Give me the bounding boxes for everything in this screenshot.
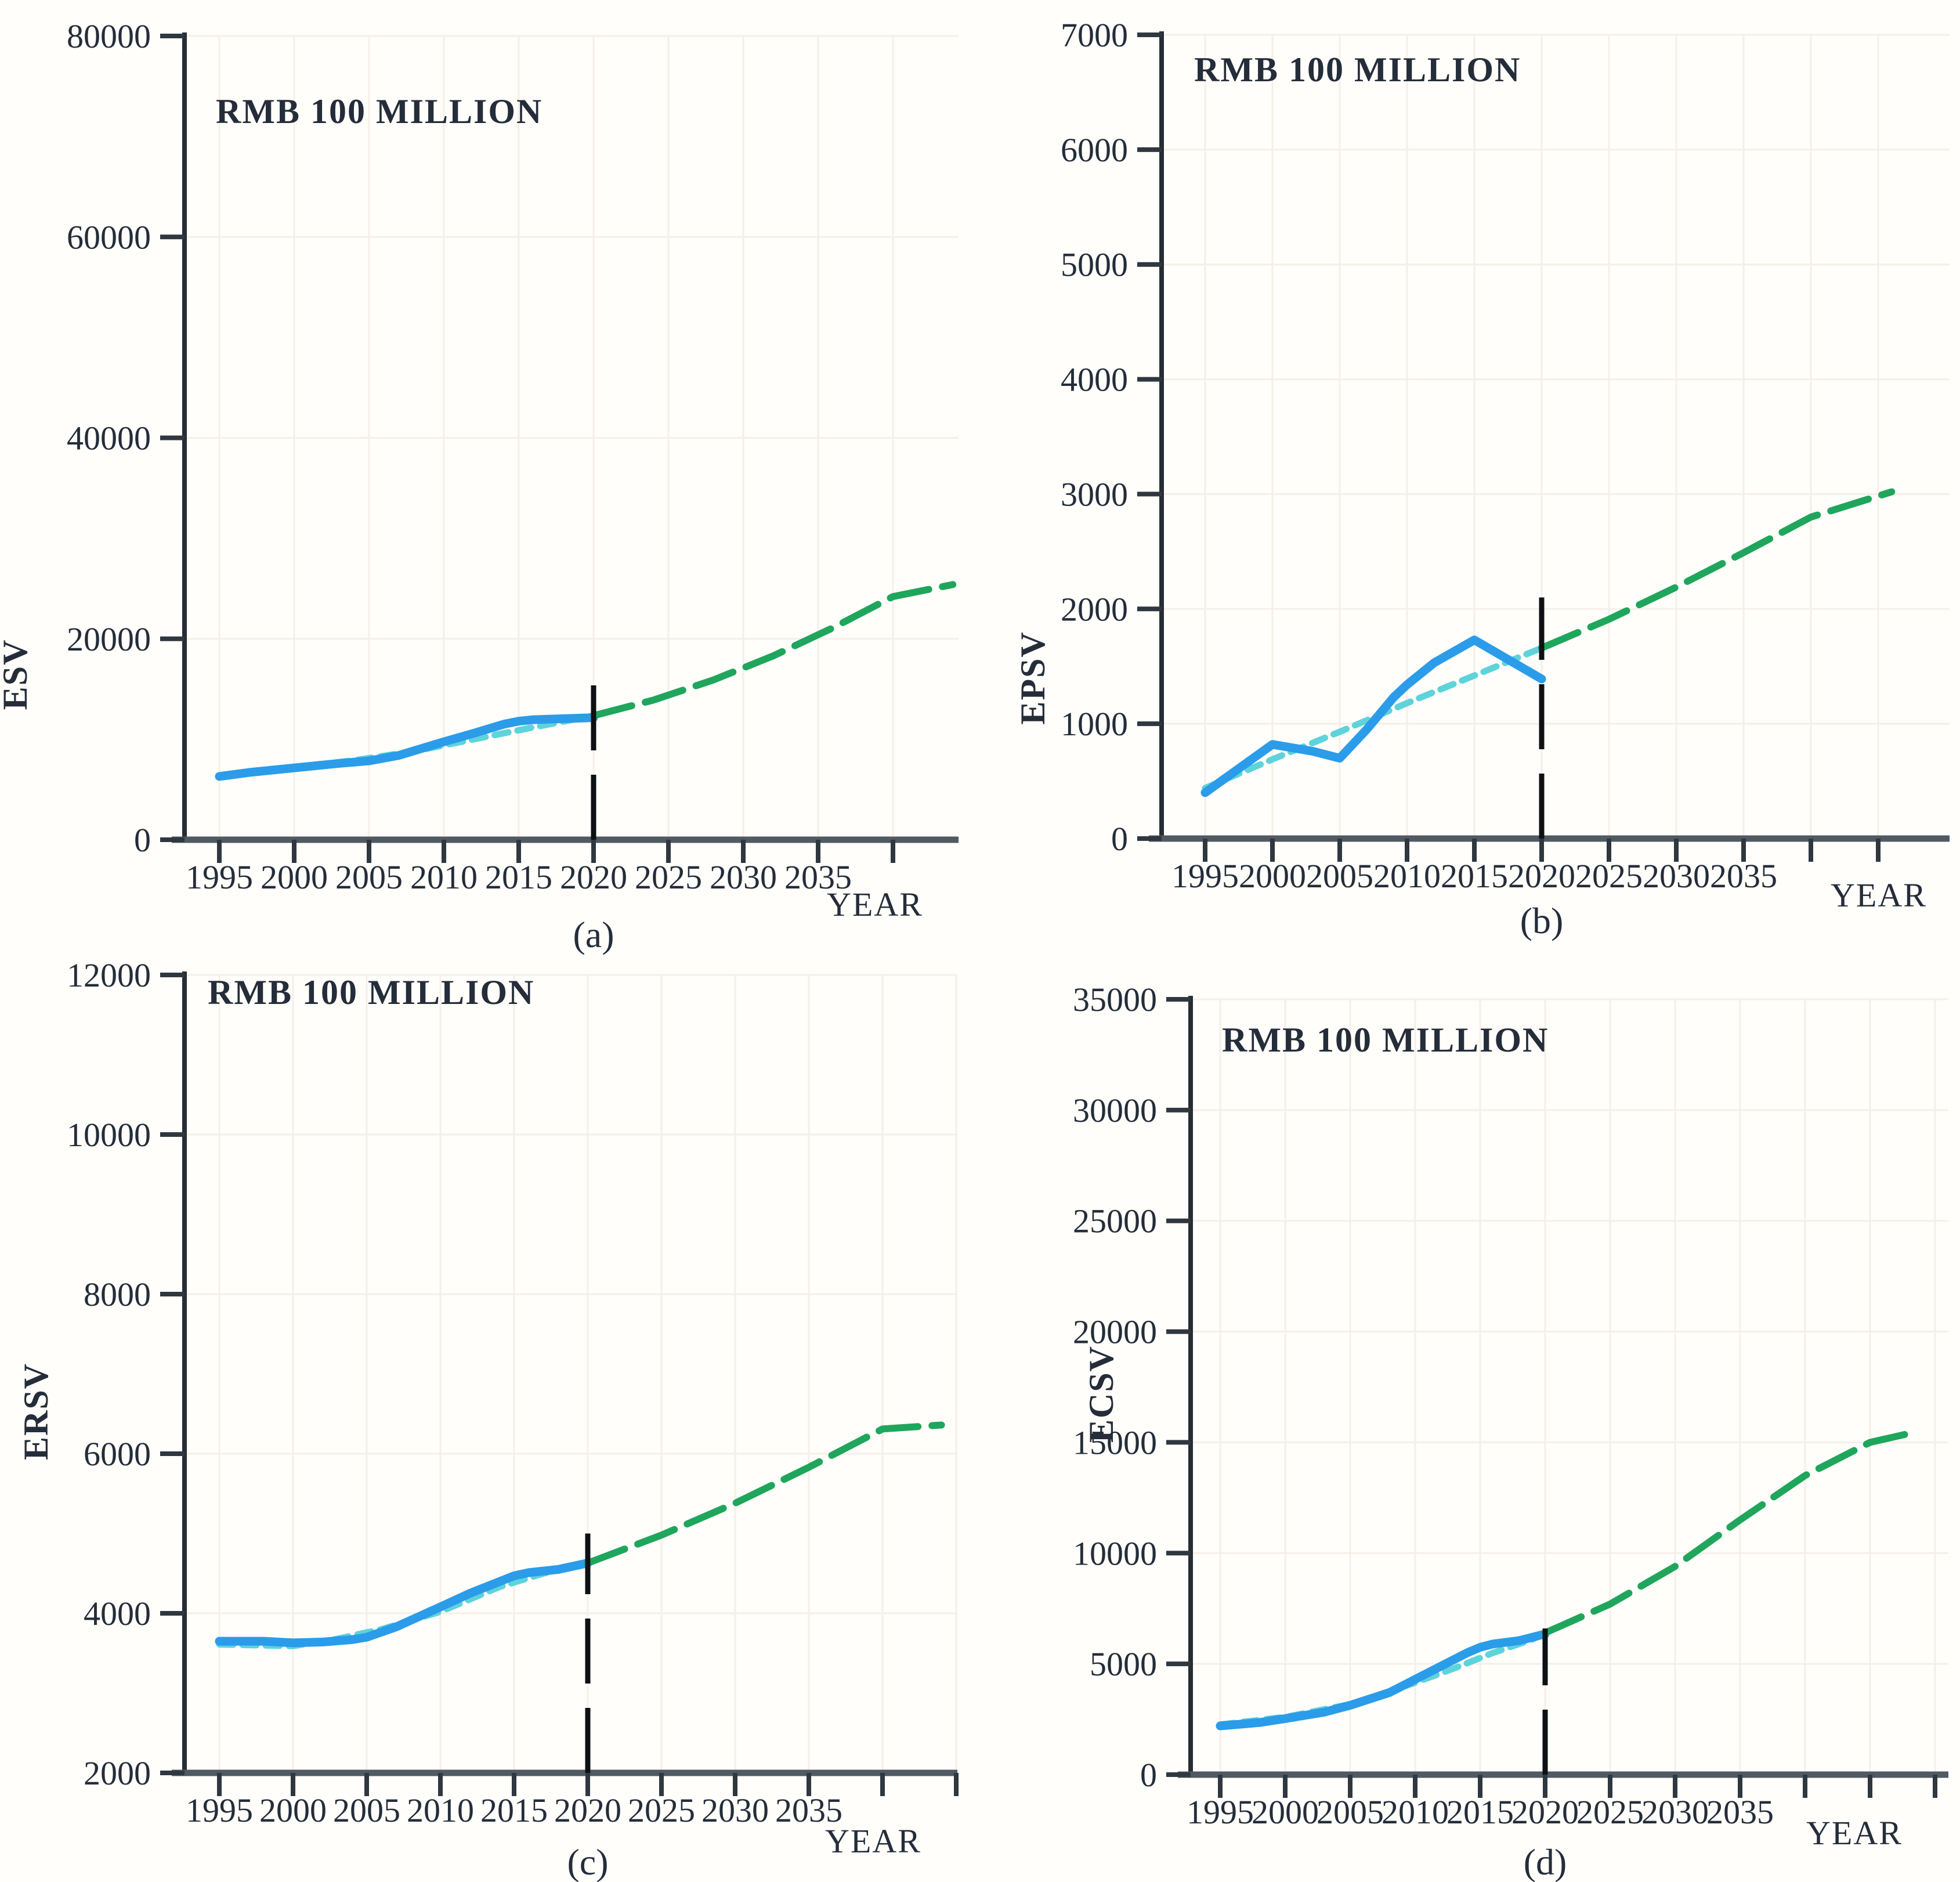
x-tick-label: 2030 [1641,1793,1709,1831]
x-tick-label: 2015 [1441,857,1508,895]
y-tick-label: 12000 [67,956,151,994]
chart-c: 1995 2000 2005 2010 2015 2020 2025 2030 20352000… [17,956,959,1882]
x-tick-label: 2020 [554,1791,621,1829]
x-tick-label: 2030 [701,1791,769,1829]
observed-line [1200,635,1546,797]
observed-line [215,1558,592,1648]
x-tick-label: 2020 [560,858,627,896]
y-tick-label: 80000 [67,17,151,55]
y-tick-label: 25000 [1073,1202,1157,1240]
x-tick-label: 2030 [1643,857,1710,895]
x-axis-title: YEAR [1806,1814,1903,1852]
x-tick-label: 1995 [186,1791,253,1829]
x-tick-label: 2030 [710,858,777,896]
x-tick-label: 2015 [480,1791,548,1829]
unit-label: RMB 100 MILLION [216,92,543,131]
panel-label: (c) [567,1841,608,1882]
x-tick-label: 2005 [333,1791,400,1829]
projection-line [1538,488,1896,652]
y-tick-label: 4000 [84,1595,151,1632]
y-tick-label: 6000 [84,1435,151,1473]
y-tick-label: 3000 [1061,475,1128,513]
y-tick-label: 8000 [84,1276,151,1313]
x-tick-label: 2035 [1706,1793,1774,1831]
y-tick-label: 0 [134,821,151,859]
y-tick-label: 0 [1111,820,1128,858]
x-tick-label: 2000 [259,1791,327,1829]
y-tick-label: 40000 [67,420,151,457]
x-axis-title: YEAR [825,1822,921,1860]
x-axis-title: YEAR [827,886,923,923]
x-tick-label: 2005 [335,858,403,896]
y-tick-label: 15000 [1073,1424,1157,1461]
x-tick-label: 2020 [1508,857,1575,895]
y-axis-title: EPSV [1014,631,1052,724]
y-tick-label: 10000 [1073,1534,1157,1572]
y-axis-title: ECSV [1082,1345,1120,1443]
x-tick-label: 2015 [485,858,552,896]
x-tick-label: 2000 [1252,1793,1319,1831]
x-tick-label: 1995 [1187,1793,1254,1831]
chart-b: 1995 2000 2005 2010 2015 2020 2025 2030 20350100… [1014,16,1950,941]
projection-line [1542,1430,1913,1637]
x-tick-label: 2005 [1306,857,1373,895]
x-tick-label: 1995 [186,858,253,896]
unit-label: RMB 100 MILLION [208,973,534,1012]
y-tick-label: 1000 [1061,705,1128,743]
x-tick-label: 2025 [1576,1793,1644,1831]
panel-label: (d) [1524,1841,1567,1882]
x-tick-label: 2025 [635,858,702,896]
chart-a: 1995 2000 2005 2010 2015 2020 2025 2030 2035 0 200… [0,17,959,955]
x-tick-label: 2035 [775,1791,842,1829]
y-tick-label: 20000 [67,620,151,658]
projection-line [590,581,957,720]
unit-label: RMB 100 MILLION [1194,50,1521,89]
y-tick-label: 60000 [67,218,151,256]
observed-line [215,713,598,781]
y-tick-label: 35000 [1073,981,1157,1018]
x-tick-label: 1995 [1171,857,1239,895]
y-tick-label: 0 [1140,1756,1157,1794]
x-tick-label: 2000 [1239,857,1306,895]
y-tick-label: 6000 [1061,131,1128,169]
panel-label: (a) [573,914,614,955]
y-axis-title: ESV [0,639,34,710]
x-tick-label: 2010 [407,1791,474,1829]
x-tick-label: 2005 [1317,1793,1384,1831]
unit-label: RMB 100 MILLION [1222,1021,1549,1059]
x-tick-label: 2010 [1373,857,1441,895]
y-tick-label: 10000 [67,1116,151,1154]
y-tick-label: 2000 [84,1754,151,1792]
y-tick-label: 7000 [1061,16,1128,54]
y-axis-title: ERSV [17,1363,55,1460]
x-tick-label: 2020 [1511,1793,1579,1831]
y-tick-label: 20000 [1073,1313,1157,1351]
x-tick-label: 2015 [1447,1793,1514,1831]
x-tick-label: 2035 [1710,857,1777,895]
x-tick-label: 2000 [261,858,328,896]
x-tick-label: 2025 [1575,857,1643,895]
y-tick-label: 2000 [1061,590,1128,628]
x-tick-label: 2035 [784,858,852,896]
x-tick-label: 2010 [1382,1793,1449,1831]
y-tick-label: 5000 [1061,246,1128,284]
panel-label: (b) [1520,900,1564,941]
y-tick-label: 30000 [1073,1092,1157,1129]
y-tick-label: 5000 [1090,1645,1157,1683]
projection-line [584,1421,945,1567]
x-tick-label: 2025 [628,1791,695,1829]
x-axis-title: YEAR [1831,876,1927,914]
x-tick-label: 2010 [410,858,478,896]
y-tick-label: 4000 [1061,361,1128,399]
observed-line [1216,1630,1550,1731]
